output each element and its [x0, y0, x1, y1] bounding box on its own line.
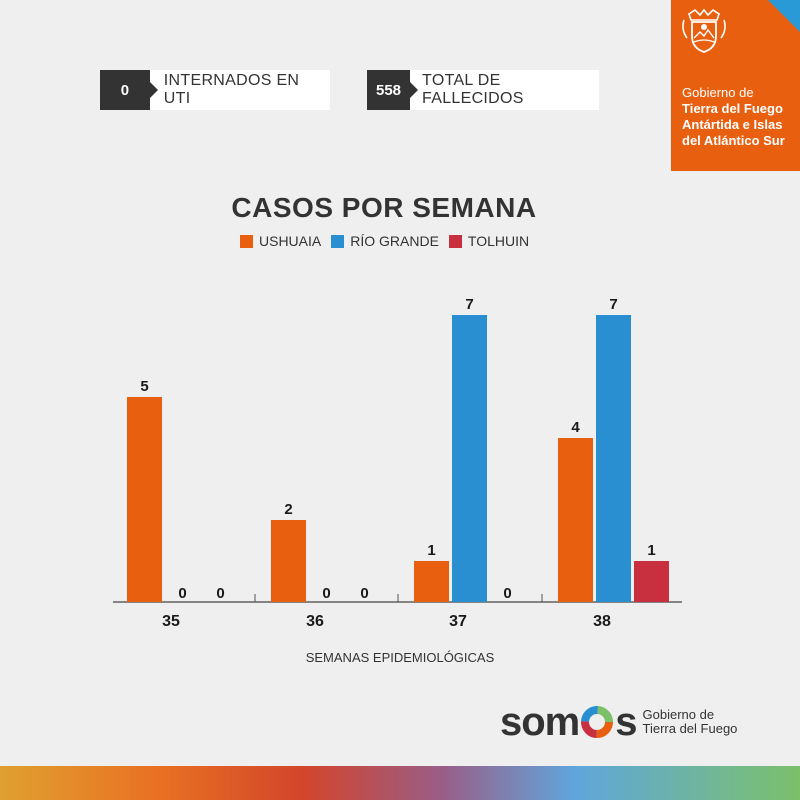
legend-item-ushuaia: USHUAIA	[240, 233, 321, 249]
bar-r-o-grande-37	[452, 315, 487, 602]
data-label: 1	[427, 542, 435, 559]
somos-logo: som s Gobierno de Tierra del Fuego	[500, 700, 737, 744]
rainbow-footer-bar	[0, 766, 800, 800]
footer-gov-line: Gobierno de	[642, 707, 715, 722]
x-axis-label: SEMANAS EPIDEMIOLÓGICAS	[306, 650, 495, 665]
data-label: 0	[216, 585, 224, 602]
x-tick-label: 37	[449, 613, 467, 630]
footer-gov-name: Gobierno de Tierra del Fuego	[643, 708, 738, 736]
data-label: 5	[140, 378, 148, 395]
gov-line: Tierra del Fuego	[682, 101, 783, 116]
legend-label: USHUAIA	[259, 233, 322, 249]
data-label: 0	[503, 585, 511, 602]
stat-label: INTERNADOS EN UTI	[163, 72, 300, 107]
government-name: Gobierno de Tierra del Fuego Antártida e…	[682, 85, 785, 149]
bar-tolhuin-38	[634, 561, 669, 602]
data-label: 1	[647, 542, 655, 559]
bar-ushuaia-35	[127, 397, 162, 602]
x-tick-label: 38	[593, 613, 611, 630]
somos-prefix: som	[500, 700, 580, 744]
x-tick-label: 36	[306, 613, 324, 630]
legend-label: RÍO GRANDE	[350, 233, 439, 249]
data-label: 7	[609, 296, 617, 313]
rainbow-o-icon	[581, 706, 614, 738]
chart-title: CASOS POR SEMANA	[231, 192, 537, 223]
legend-swatch	[240, 234, 253, 248]
bar-ushuaia-36	[271, 520, 306, 602]
data-label: 7	[465, 296, 473, 313]
data-label: 0	[360, 585, 368, 602]
government-badge: Gobierno de Tierra del Fuego Antártida e…	[671, 0, 800, 171]
bar-ushuaia-37	[414, 561, 449, 602]
legend-swatch	[331, 234, 345, 248]
stat-value: 558	[367, 70, 419, 110]
legend-label: TOLHUIN	[467, 233, 530, 249]
gov-line: Antártida e Islas	[682, 117, 783, 132]
stat-label: TOTAL DE FALLECIDOS	[422, 72, 524, 107]
somos-suffix: s	[615, 700, 637, 744]
coat-of-arms-icon	[682, 8, 726, 53]
data-label: 0	[178, 585, 186, 602]
legend-swatch	[448, 234, 462, 248]
corner-fold	[768, 0, 800, 32]
x-tick-label: 35	[162, 613, 180, 630]
somos-wordmark: som s	[500, 700, 638, 744]
stat-total-fallecidos: 558 TOTAL DE FALLECIDOS	[367, 70, 599, 110]
gov-line: del Atlántico Sur	[682, 133, 785, 148]
stat-value: 0	[100, 70, 158, 110]
data-label: 0	[322, 585, 330, 602]
legend-item-tolhuin: TOLHUIN	[448, 233, 530, 249]
bar-ushuaia-38	[558, 438, 593, 602]
data-label: 2	[284, 501, 292, 518]
gov-line: Gobierno de	[682, 85, 754, 100]
chart-legend: USHUAIA RÍO GRANDE TOLHUIN	[240, 233, 539, 249]
footer-gov-line: Tierra del Fuego	[642, 721, 738, 736]
bar-r-o-grande-38	[596, 315, 631, 602]
legend-item-rio-grande: RÍO GRANDE	[331, 233, 439, 249]
data-label: 4	[571, 419, 580, 436]
stat-internados-uti: 0 INTERNADOS EN UTI	[100, 70, 330, 110]
